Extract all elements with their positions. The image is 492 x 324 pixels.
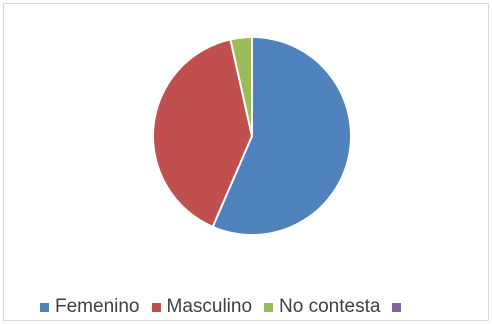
legend-item-masculino: Masculino [151, 296, 253, 318]
legend-item-femenino: Femenino [40, 296, 140, 318]
pie-slice-no-contesta [229, 35, 253, 137]
pie-slices [152, 35, 352, 236]
legend-swatch-no-contesta [264, 302, 274, 312]
legend-label-no-contesta: No contesta [279, 296, 381, 317]
legend-item-4 [392, 302, 407, 312]
legend-label-masculino: Masculino [166, 296, 253, 317]
pie-slice-femenino [211, 35, 352, 236]
chart-legend: Femenino Masculino No contesta [40, 296, 480, 318]
pie-slice-masculino [152, 38, 254, 229]
legend-swatch-4 [392, 302, 402, 312]
legend-item-no-contesta: No contesta [264, 296, 380, 318]
legend-label-femenino: Femenino [55, 296, 140, 317]
legend-swatch-masculino [151, 302, 161, 312]
legend-swatch-femenino [40, 302, 49, 312]
